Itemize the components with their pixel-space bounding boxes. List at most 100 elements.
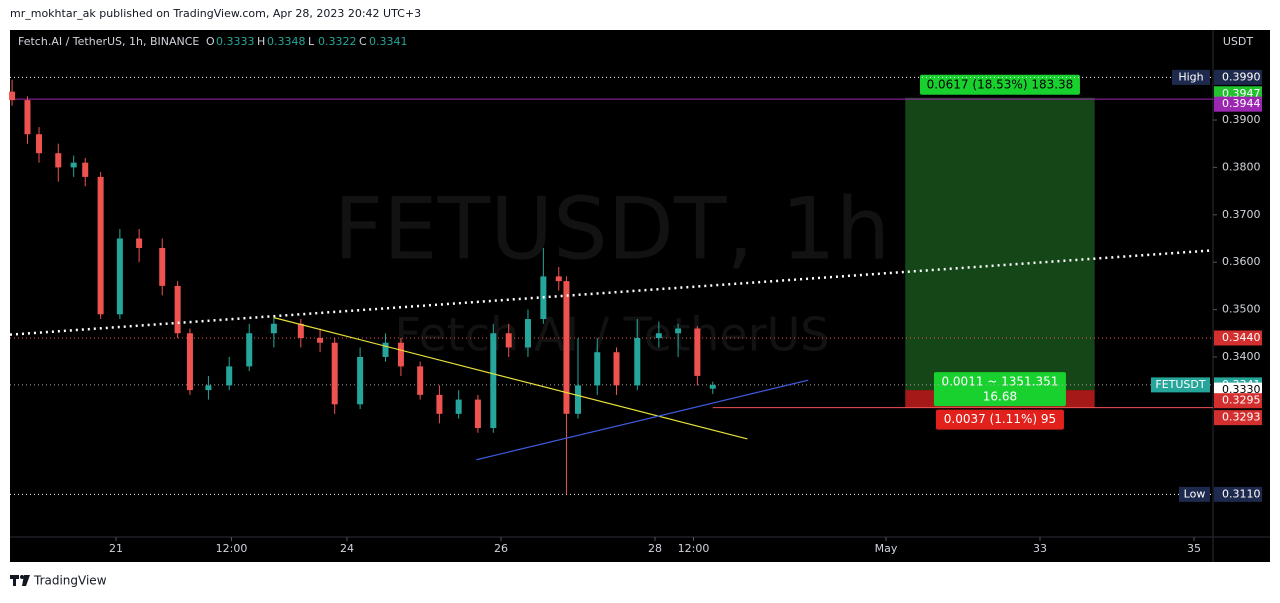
candle-body [270,323,277,334]
price-tag-bg [1151,377,1210,393]
price-label: 0.3295 [1222,394,1261,407]
x-tick-label: 21 [109,542,123,555]
price-tag-bg [1172,69,1210,85]
candle-body [331,342,338,405]
candle-body [317,337,324,343]
candle-body [174,285,181,334]
ohlc-label: L [308,35,315,48]
brand: TradingView [33,574,107,588]
candle-body [594,352,601,386]
trend-line [273,317,748,440]
watermark: Fetch.AI / TetherUS [395,308,830,362]
candle-body [246,333,253,367]
price-tag: Low [1184,487,1206,500]
mid-label: 16.68 [983,390,1017,404]
y-tick-label: 0.3600 [1222,255,1261,268]
price-tag: FETUSDT [1155,378,1206,391]
x-tick-label: 35 [1187,542,1201,555]
trend-line [476,379,809,461]
candle-body [24,100,31,135]
candle-body [82,162,89,177]
candle-body [474,399,481,429]
price-tag-bg [1179,486,1210,502]
price-label-bg [1214,330,1262,346]
candle-body [709,384,716,389]
candle-body [226,366,233,386]
candle-body [116,238,123,315]
mid-label-bg [933,372,1066,407]
target-label: 0.0617 (18.53%) 183.38 [927,77,1074,91]
publish-info: mr_mokhtar_ak published on TradingView.c… [10,7,421,20]
price-label: 0.3330 [1222,383,1261,396]
x-tick-label: 33 [1033,542,1047,555]
price-label-bg [1214,410,1262,426]
price-label-bg [1214,69,1262,85]
x-tick-label: 12:00 [216,542,248,555]
candle-body [555,276,562,282]
ohlc-value: 0.3322 [318,35,357,48]
candle-body [694,328,701,376]
candle-body [9,91,16,101]
y-tick-label: 0.3700 [1222,208,1261,221]
price-label: 0.3944 [1222,97,1261,110]
ohlc-label: C [359,35,367,48]
price-tag: High [1178,70,1203,83]
symbol: Fetch.AI / TetherUS, 1h, BINANCE [18,35,199,48]
candle-body [675,328,682,334]
candle-body [455,399,462,414]
y-tick-label: 0.3900 [1222,113,1261,126]
candle-body [397,342,404,367]
x-tick-label: 26 [494,542,508,555]
price-label: 0.3440 [1222,331,1261,344]
candle-body [563,281,570,414]
ohlc-value: 0.3333 [216,35,255,48]
stop-label-bg [935,409,1064,430]
candle-body [575,385,582,414]
price-label: 0.3110 [1222,487,1261,500]
x-tick-label: 28 [648,542,662,555]
candle-body [205,385,212,391]
candle-body [505,333,512,348]
candle-body [357,356,364,405]
profit-zone [905,97,1095,391]
x-tick-label: May [875,542,898,555]
y-tick-label: 0.3400 [1222,350,1261,363]
candle-body [436,394,443,414]
candle-body [70,162,77,168]
candle-body [613,352,620,386]
stop-label: 0.0037 (1.11%) 95 [944,412,1056,426]
candle-body [490,333,497,429]
ohlc-value: 0.3348 [267,35,306,48]
ohlc-label: H [257,35,265,48]
candle-body [97,176,104,315]
candle-body [382,342,389,357]
candle-body [136,238,143,248]
mid-label: 0.0011 ~ 1351.351 [941,375,1058,389]
watermark: FETUSDT, 1h [334,179,891,279]
axis-unit: USDT [1223,35,1254,48]
price-label-bg [1214,486,1262,502]
candle-body [186,333,193,391]
candle-body [655,333,662,338]
price-label: 0.3990 [1222,70,1261,83]
candle-body [36,134,43,154]
price-label-bg [1214,96,1262,112]
candle-body [417,366,424,395]
tv-logo [10,575,30,586]
ohlc-label: O [206,35,215,48]
candle-body [159,247,166,286]
y-tick-label: 0.3800 [1222,160,1261,173]
candle-body [634,337,641,386]
candle-body [524,319,531,348]
y-tick-label: 0.3500 [1222,303,1261,316]
ohlc-value: 0.3341 [369,35,408,48]
x-tick-label: 24 [340,542,354,555]
candle-body [55,153,62,168]
x-tick-label: 12:00 [678,542,710,555]
price-label: 0.3293 [1222,411,1261,424]
candle-body [297,323,304,338]
price-label: 0.3947 [1222,87,1261,100]
target-label-bg [919,74,1080,95]
price-label-bg [1214,393,1262,409]
